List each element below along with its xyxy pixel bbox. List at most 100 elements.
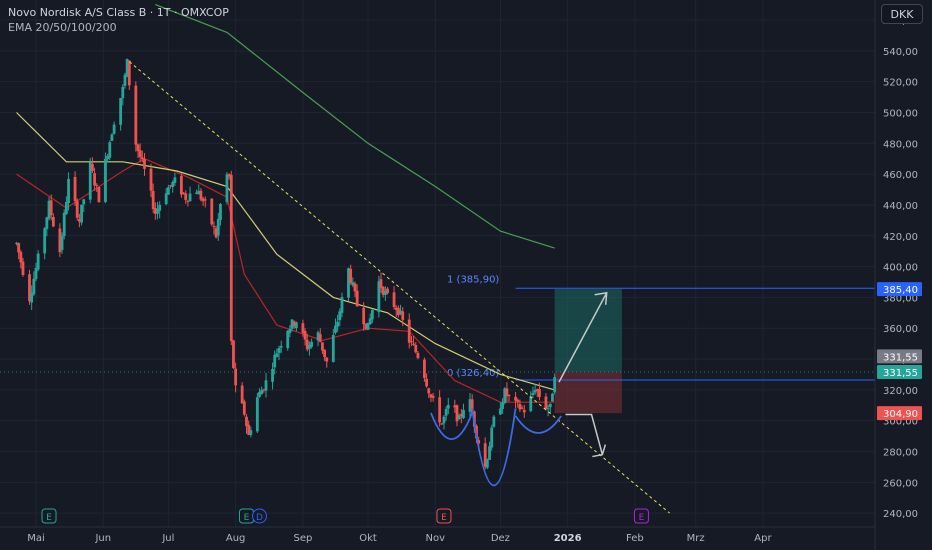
candle (416, 351, 420, 360)
candle (158, 201, 162, 219)
price-tag-target: 385,40 (877, 282, 922, 297)
candle-body (412, 343, 415, 345)
y-tick-label: 420,00 (883, 232, 918, 243)
candle (164, 188, 168, 206)
candle (121, 84, 125, 106)
candle-body (201, 198, 205, 202)
candle (260, 386, 264, 395)
candle (533, 383, 537, 395)
candle-body (366, 322, 370, 330)
candle (364, 323, 368, 331)
profit-zone (554, 289, 622, 373)
candle-body (271, 369, 274, 382)
candle-body (169, 185, 172, 187)
candle (245, 414, 248, 434)
candle-body (258, 391, 261, 397)
candle (169, 184, 172, 189)
candle (507, 394, 511, 402)
candle (551, 392, 554, 402)
x-tick-label: Feb (626, 533, 644, 544)
candle-body (340, 296, 344, 313)
candle (394, 305, 398, 318)
candle-body (17, 243, 21, 253)
candle (186, 200, 190, 207)
event-label: E (244, 513, 250, 523)
symbol-title[interactable]: Novo Nordisk A/S Class B · 1T · OMXCOP (8, 6, 229, 19)
candle-body (28, 274, 31, 302)
candle-body (551, 393, 554, 402)
candle-body (214, 228, 218, 238)
candle-body (43, 228, 47, 254)
candle-body (338, 311, 342, 321)
candle-body (295, 322, 298, 329)
candle (15, 241, 18, 246)
y-tick-label: 240,00 (883, 509, 918, 520)
candle (498, 402, 502, 415)
candle-body (423, 359, 426, 379)
candle-body (407, 319, 411, 343)
candle-body (151, 190, 155, 209)
event-marker[interactable]: E (436, 508, 452, 524)
event-label: E (639, 513, 645, 523)
candle-body (197, 190, 201, 195)
event-marker[interactable]: E (633, 508, 649, 524)
event-marker[interactable]: D (252, 508, 268, 524)
candle (166, 184, 170, 195)
candle (255, 392, 259, 434)
candle (210, 198, 214, 227)
candle-body (364, 323, 368, 329)
candle-body (47, 200, 51, 219)
candle-body (399, 310, 402, 314)
candle (36, 250, 40, 272)
candle-body (533, 390, 537, 393)
candle-body (216, 219, 220, 236)
candle (242, 399, 246, 417)
candle (64, 196, 68, 215)
event-marker[interactable]: E (238, 508, 254, 524)
candle (43, 227, 47, 260)
candle (49, 194, 53, 221)
candle (316, 330, 320, 347)
candle (19, 249, 23, 269)
candle (423, 357, 426, 382)
candle (34, 262, 38, 282)
candle (78, 213, 81, 228)
loss-zone (554, 372, 622, 414)
candle-body (318, 334, 322, 342)
candles (15, 58, 557, 470)
candle-body (104, 159, 107, 203)
indicator-legend[interactable]: EMA 20/50/100/200 (8, 21, 117, 34)
candle (75, 198, 79, 221)
candle (520, 405, 524, 410)
candle-body (455, 405, 459, 422)
candle (225, 171, 229, 205)
candle-body (121, 86, 125, 99)
candle (483, 437, 487, 470)
candle-body (301, 323, 305, 333)
candle-body (62, 212, 66, 237)
candle (455, 404, 459, 427)
candle-body (88, 162, 92, 200)
event-marker[interactable]: E (41, 508, 57, 524)
candle (258, 388, 261, 398)
candle-body (188, 193, 192, 201)
candle-body (125, 59, 129, 77)
candle-body (477, 440, 481, 444)
candle (179, 173, 183, 198)
candle-body (149, 168, 153, 191)
candle (546, 404, 550, 417)
candle-body (136, 144, 140, 152)
y-tick-label: 540,00 (883, 47, 918, 58)
candle (305, 333, 309, 352)
candle-body (288, 328, 292, 334)
candle (531, 386, 535, 399)
candle (516, 398, 520, 408)
candle-body (80, 204, 83, 223)
candle (321, 342, 324, 355)
candle-body (166, 187, 170, 195)
trendline (128, 61, 670, 514)
currency-button[interactable]: DKK (881, 4, 923, 24)
candle-body (349, 268, 353, 283)
